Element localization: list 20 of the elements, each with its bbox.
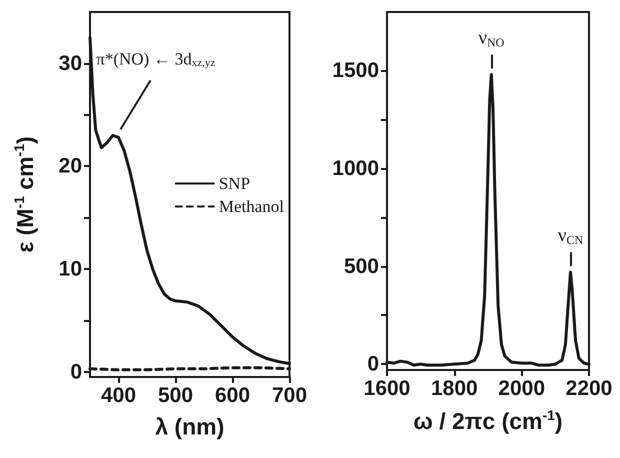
x-tick-label: 700 bbox=[272, 384, 308, 407]
x-tick-label: 400 bbox=[100, 384, 136, 407]
x-tick-label: 2200 bbox=[566, 377, 612, 400]
y-tick-label: 20 bbox=[58, 154, 82, 178]
y-tick-label: 500 bbox=[344, 254, 379, 278]
x-tick-label: 1800 bbox=[430, 377, 478, 400]
x-axis-title: λ (nm) bbox=[155, 414, 224, 440]
legend-label: SNP bbox=[218, 174, 250, 193]
y-tick-label: 0 bbox=[70, 360, 82, 384]
y-tick-label: 30 bbox=[58, 52, 82, 75]
y-tick-label: 1500 bbox=[332, 59, 379, 82]
y-tick-label: 1000 bbox=[332, 157, 379, 180]
x-tick-label: 2000 bbox=[498, 377, 546, 400]
y-axis-title: ε (M-1 cm-1) bbox=[11, 136, 38, 253]
legend-label: Methanol bbox=[218, 197, 284, 216]
x-tick-label: 500 bbox=[158, 384, 194, 407]
y-tick-label: 0 bbox=[367, 352, 379, 376]
x-tick-label: 600 bbox=[214, 384, 250, 407]
x-tick-label: 1600 bbox=[364, 377, 410, 400]
y-tick-label: 10 bbox=[58, 258, 82, 281]
